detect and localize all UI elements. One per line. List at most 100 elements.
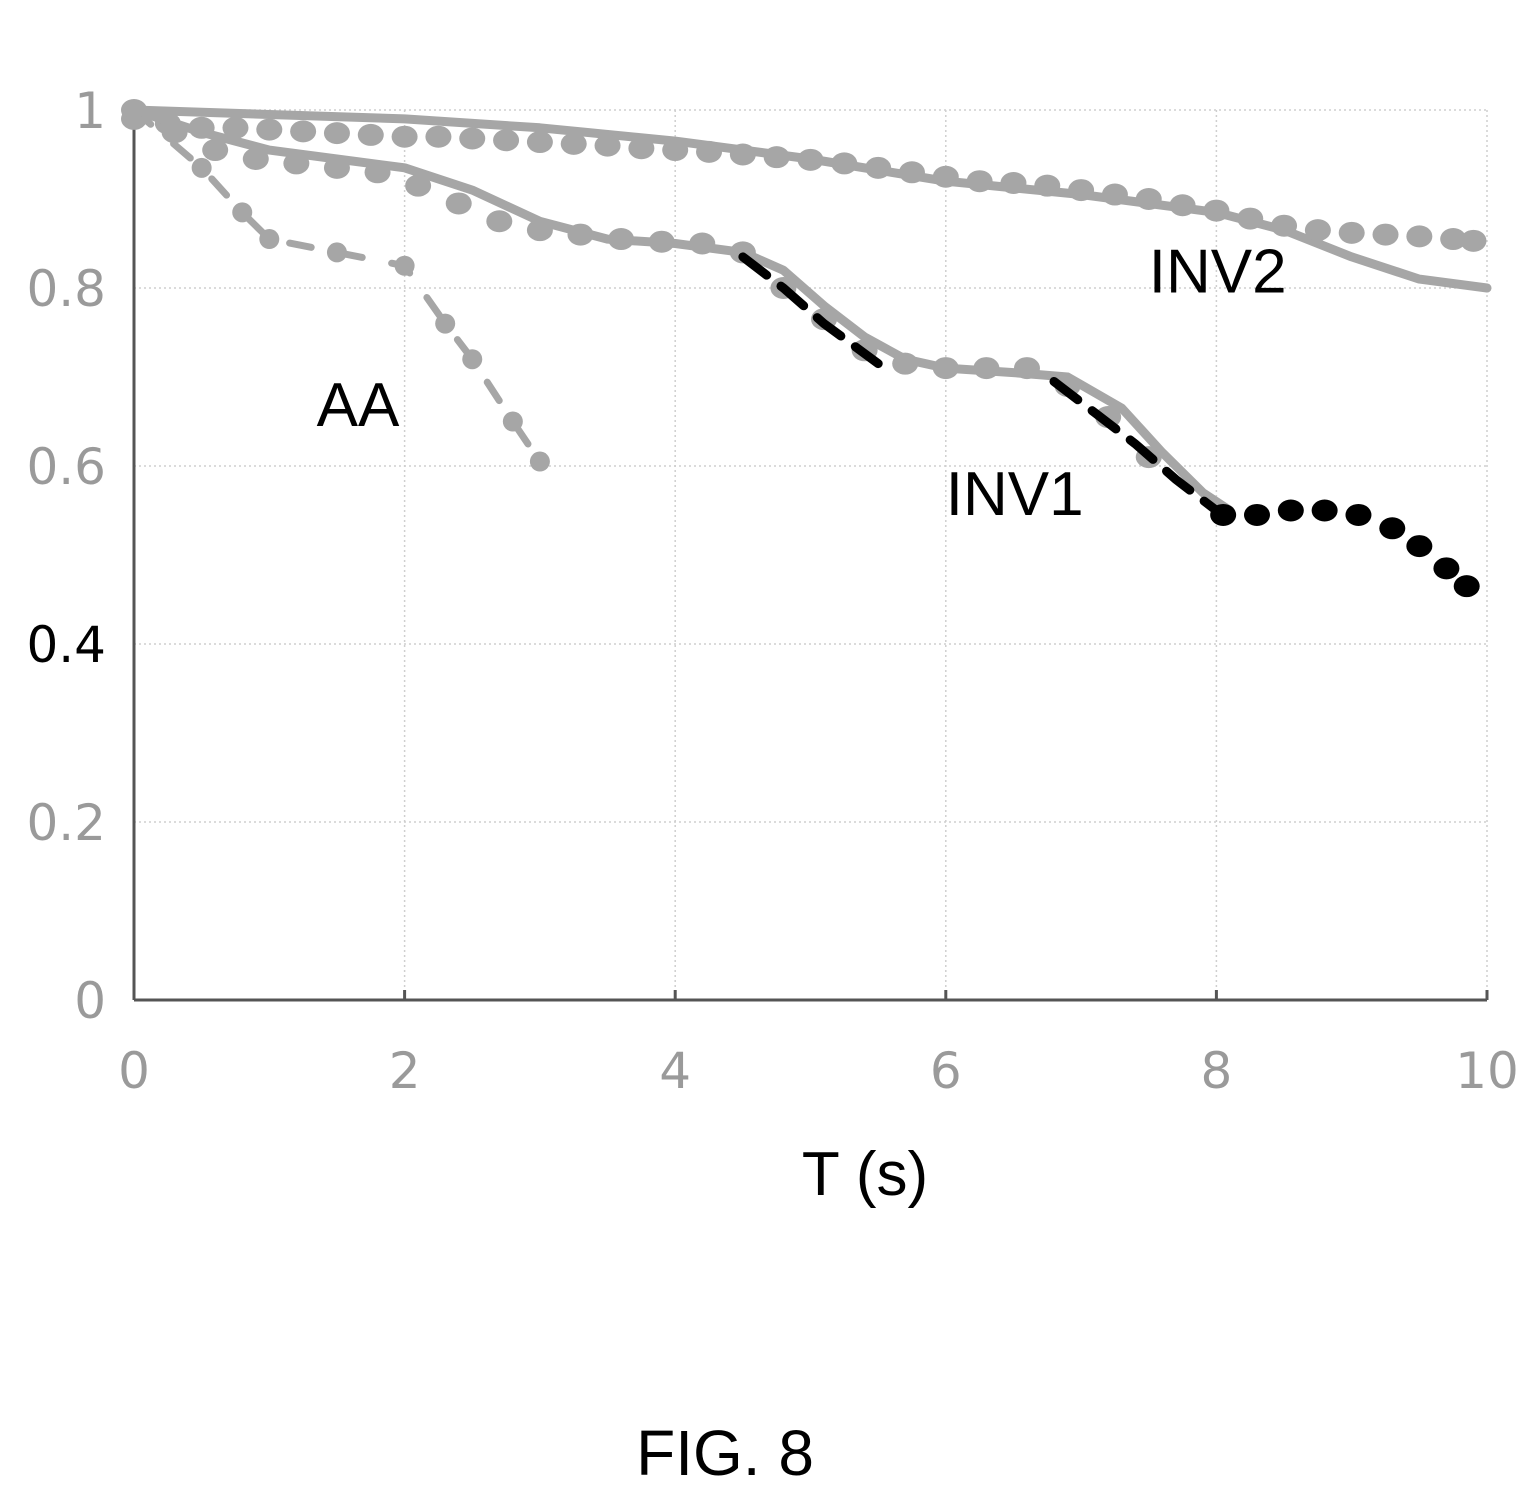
series-3-inv1-dotted-point-21 (973, 357, 1000, 380)
series-1-inv2-dotted-point-20 (797, 148, 824, 171)
series-1-inv2-dotted-point-14 (594, 134, 621, 157)
series-1-inv2-dotted-point-3 (222, 116, 249, 139)
series-7-aa-dash-dot-point-3 (259, 229, 280, 250)
series-3-inv1-dotted-point-13 (648, 230, 675, 253)
series-3-inv1-dotted-point-6 (364, 161, 391, 184)
series-3-inv1-dotted-point-22 (1013, 357, 1040, 380)
series-1-inv2-dotted-point-19 (763, 146, 790, 169)
series-1-inv2-dotted-point-7 (357, 123, 384, 146)
series-1-inv2-dotted-point-32 (1203, 199, 1230, 222)
y-tick-label-2: 0.4 (26, 616, 106, 674)
x-axis-title: T (s) (802, 1140, 928, 1209)
series-1-inv2-dotted-point-38 (1406, 225, 1433, 248)
series-6-dotted-point-3 (1311, 499, 1338, 522)
series-1-inv2-dotted-point-22 (865, 156, 892, 179)
series-1-inv2-dotted-point-30 (1135, 188, 1162, 210)
series-label-inv1: INV1 (946, 460, 1084, 529)
series-3-inv1-dotted-point-11 (567, 223, 594, 246)
series-3-inv1-dotted-point-14 (689, 232, 716, 255)
series-1-inv2-dotted-point-21 (831, 152, 858, 175)
series-1-inv2-dotted-point-35 (1304, 219, 1331, 242)
series-1-inv2-dotted-point-11 (493, 129, 520, 152)
y-tick-label-5: 1 (74, 82, 106, 140)
series-1-inv2-dotted-point-8 (391, 125, 418, 148)
series-1-inv2-dotted-point-17 (696, 140, 723, 163)
series-1-inv2-dotted-point-6 (323, 122, 350, 145)
series-1-inv2-dotted-point-27 (1034, 174, 1061, 197)
series-7-aa-dash-dot-point-8 (502, 411, 523, 432)
series-3-inv1-dotted-point-8 (445, 192, 472, 215)
series-1-inv2-dotted-point-24 (932, 165, 959, 188)
x-tick-label-1: 2 (389, 1042, 421, 1100)
series-7-aa-dash-dot-point-1 (191, 157, 212, 178)
x-tick-label-0: 0 (118, 1042, 150, 1100)
series-6-dotted-point-0 (1210, 503, 1237, 526)
series-1-inv2-dotted-point-26 (1000, 171, 1027, 194)
series-1-inv2-dotted-point-34 (1271, 214, 1298, 237)
series-6-dotted-point-1 (1243, 503, 1270, 526)
x-tick-label-3: 6 (930, 1042, 962, 1100)
series-1-inv2-dotted-point-9 (425, 125, 452, 148)
series-1-inv2-dotted-point-36 (1338, 221, 1365, 244)
series-label-aa: AA (317, 371, 400, 440)
series-3-inv1-dotted-point-1 (161, 121, 188, 144)
series-1-inv2-dotted-point-5 (290, 120, 317, 143)
series-label-inv2: INV2 (1149, 237, 1287, 306)
plot-area: 0 2 4 6 8 10 0 0.2 0.4 0.6 0.8 1 INV2 INV1 AA (26, 82, 1518, 1100)
series-1-inv2-dotted-point-13 (560, 132, 587, 155)
x-tick-label-5: 10 (1455, 1042, 1519, 1100)
series-7-aa-dash-dot-point-5 (394, 255, 415, 276)
series-1-inv2-dotted-point-4 (256, 118, 283, 141)
series-4-dashed-line (738, 252, 883, 369)
series-1-inv2-dotted-point-18 (729, 143, 756, 166)
axes-layer (132, 110, 1489, 1002)
series-7-aa-dash-dot-line (130, 106, 544, 466)
series-6-dotted-point-5 (1379, 517, 1406, 540)
series-1-inv2-dotted-point-28 (1068, 179, 1095, 202)
series-5-dashed-line (1049, 377, 1221, 515)
series-7-aa-dash-dot-point-6 (435, 313, 456, 334)
series-3-inv1-dotted-point-20 (932, 357, 959, 380)
y-tick-label-4: 0.8 (26, 260, 106, 318)
series-7-aa-dash-dot-point-7 (462, 349, 483, 370)
series-3-inv1-dotted-point-19 (892, 352, 919, 375)
series-7-aa-dash-dot-point-2 (232, 202, 253, 223)
series-3-inv1-dotted-point-3 (242, 147, 269, 170)
grid-layer (134, 109, 1488, 1000)
series-6-dotted-point-2 (1277, 499, 1304, 522)
series-7-aa-dash-dot-point-4 (326, 242, 347, 263)
series-6-dotted-point-7 (1433, 557, 1460, 580)
series-1-inv2-dotted-point-12 (526, 131, 553, 154)
series-3-inv1-dotted-point-12 (608, 228, 635, 251)
series-1-inv2-dotted-point-37 (1372, 223, 1399, 246)
series-1-inv2-dotted-point-40 (1460, 229, 1487, 252)
x-tick-label-2: 4 (659, 1042, 691, 1100)
y-tick-label-1: 0.2 (26, 794, 106, 852)
series-1-inv2-dotted-point-25 (966, 170, 993, 193)
y-tick-label-3: 0.6 (26, 438, 106, 496)
series-1-inv2-dotted-point-15 (628, 137, 655, 160)
series-1-inv2-dotted-point-10 (459, 127, 486, 150)
series-7-aa-dash-dot-point-9 (529, 451, 550, 472)
x-tick-label-4: 8 (1200, 1042, 1232, 1100)
figure-caption: FIG. 8 (636, 1417, 814, 1489)
series-3-inv1-dotted-point-2 (202, 139, 229, 162)
series-layer (121, 99, 1492, 598)
series-6-dotted-point-8 (1453, 575, 1480, 598)
y-tick-label-0: 0 (74, 972, 106, 1030)
series-7-aa-dash-dot-point-0 (124, 100, 144, 120)
series-1-inv2-dotted-point-39 (1440, 228, 1467, 251)
series-1-inv2-dotted-point-23 (898, 161, 925, 184)
series-3-inv1-dotted-point-10 (526, 219, 553, 242)
series-3-inv1-dotted-point-9 (486, 210, 513, 233)
tick-layer: 0 2 4 6 8 10 0 0.2 0.4 0.6 0.8 1 (26, 82, 1518, 1100)
series-3-inv1-dotted-point-7 (405, 174, 432, 197)
series-3-inv1-dotted-point-5 (323, 156, 350, 179)
series-1-inv2-dotted-point-29 (1101, 183, 1128, 206)
label-layer: INV2 INV1 AA (317, 237, 1287, 529)
series-6-dotted-point-4 (1345, 503, 1372, 526)
series-3-inv1-dotted-point-4 (283, 152, 310, 175)
series-1-inv2-dotted-point-33 (1237, 207, 1264, 230)
series-2-inv1-solid-line (129, 105, 1235, 515)
